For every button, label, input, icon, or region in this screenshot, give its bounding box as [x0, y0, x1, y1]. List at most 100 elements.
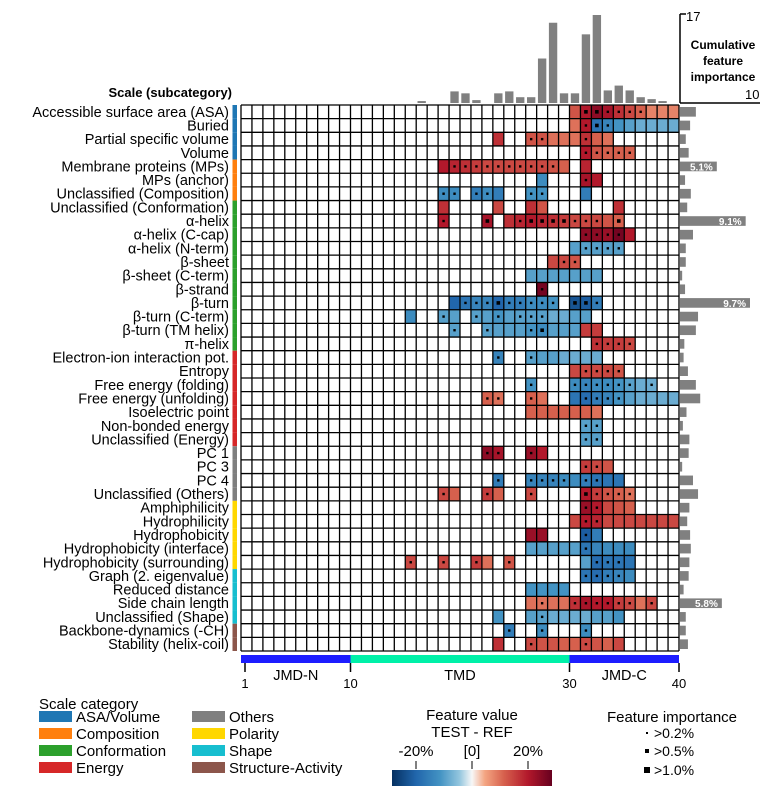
cell-r31-p37-6 [635, 514, 647, 529]
importance-marker-r17-p28-6 [540, 328, 544, 333]
importance-marker-r28-p24-0 [497, 479, 500, 482]
cumulative-bar-p21 [461, 93, 470, 103]
scale-label-4: Volume [181, 146, 229, 162]
importance-marker-r2-p32-1 [584, 124, 588, 127]
cell-r3-p34-8 [602, 132, 614, 146]
cell-r33-p27-0 [525, 541, 537, 556]
importance-marker-r34-p16-0 [409, 561, 412, 564]
importance-bar-12 [680, 257, 686, 267]
segment-label-3: JMD-C [602, 668, 647, 684]
importance-marker-r3-p27-1 [529, 137, 533, 141]
importance-marker-r1-p32-10 [584, 110, 588, 114]
importance-marker-r7-p28-6 [540, 192, 544, 195]
cumulative-ymin-label: 10 [745, 87, 759, 102]
importance-marker-r18-p35-2 [617, 342, 620, 346]
importance-bar-37 [680, 598, 722, 609]
importance-marker-r16-p24-5 [497, 315, 500, 318]
cell-r3-p24-0 [492, 132, 504, 146]
category-swatch-4 [39, 762, 72, 773]
colorbar-gradient [392, 770, 552, 786]
importance-marker-r29-p34-7 [606, 492, 610, 496]
category-swatch-2 [39, 728, 72, 739]
importance-marker-r22-p34-7 [606, 397, 610, 400]
scale-label-36: Reduced distance [113, 583, 229, 599]
cell-r2-p37-6 [635, 118, 647, 133]
importance-marker-r22-p33-6 [595, 397, 599, 400]
colorbar-title: Feature value [426, 707, 518, 724]
importance-legend-label-small: >0.2% [654, 725, 694, 741]
importance-marker-r29-p27-4 [529, 492, 533, 496]
importance-bar-14 [680, 284, 686, 295]
scale-label-37: Side chain length [118, 596, 229, 612]
category-strip-38 [232, 610, 237, 624]
importance-marker-r16-p19-1 [442, 315, 445, 318]
cell-r3-p31-5 [569, 132, 581, 146]
cell-r37-p30-3 [558, 596, 570, 611]
importance-marker-r29-p23-2 [486, 492, 489, 496]
cell-r40-p33-7 [591, 637, 603, 651]
importance-value-9: 9.1% [719, 217, 742, 228]
cell-r13-p29-2 [547, 268, 559, 283]
importance-bar-11 [680, 243, 686, 254]
importance-marker-r15-p24-4 [496, 301, 501, 305]
importance-bar-9 [680, 216, 746, 226]
scale-label-23: Isoelectric point [128, 405, 229, 421]
cell-r28-p35-9 [613, 473, 625, 488]
category-strip-8 [232, 200, 237, 215]
cell-r9-p25-2 [503, 214, 515, 228]
importance-bar-10 [680, 229, 693, 240]
importance-marker-r28-p30-4 [562, 479, 566, 482]
cell-r23-p31-4 [569, 405, 581, 419]
segment-label-2: TMD [444, 668, 475, 684]
importance-bar-32 [680, 530, 691, 540]
importance-marker-r21-p38-8 [650, 383, 653, 387]
cell-r10-p36-4 [624, 227, 636, 242]
cell-r16-p29-10 [547, 309, 559, 324]
cell-r38-p30-4 [558, 610, 570, 624]
importance-marker-r15-p22-2 [475, 301, 478, 305]
importance-marker-r17-p20-0 [453, 329, 456, 332]
scale-label-27: PC 3 [197, 460, 229, 476]
importance-marker-r15-p23-3 [486, 301, 489, 305]
cumulative-bar-p32 [581, 34, 591, 103]
importance-bar-6 [680, 175, 686, 185]
cell-r17-p25-3 [503, 323, 515, 338]
colorbar-tick-zero: [0] [464, 743, 481, 760]
scale-labels: Accessible surface area (ASA)BuriedParti… [32, 105, 237, 653]
cell-r31-p38-7 [646, 514, 658, 529]
cell-r13-p30-3 [558, 268, 570, 283]
cumulative-bar-p24 [494, 93, 503, 103]
importance-marker-r15-p27-7 [529, 301, 533, 305]
importance-bar-1 [680, 107, 696, 117]
scale-label-10: α-helix (C-cap) [134, 228, 229, 244]
importance-marker-r22-p27-2 [529, 397, 533, 400]
importance-marker-r16-p28-9 [540, 315, 544, 318]
importance-marker-r37-p36-9 [628, 602, 631, 605]
category-strip-28 [232, 473, 237, 488]
importance-marker-r9-p30-7 [562, 219, 566, 223]
x-tick-label-2: 10 [343, 676, 357, 691]
importance-bar-24 [680, 420, 683, 431]
colorbar-tick-high: 20% [513, 743, 543, 760]
importance-marker-r35-p34-2 [606, 574, 610, 578]
scale-label-6: MPs (anchor) [142, 173, 229, 189]
cell-r1-p38-7 [646, 105, 658, 119]
importance-marker-r4-p33-1 [595, 151, 599, 154]
category-strip-19 [232, 350, 237, 365]
importance-marker-r4-p34-2 [606, 151, 610, 154]
importance-marker-r29-p36-9 [628, 492, 631, 496]
importance-bar-27 [680, 461, 683, 472]
scale-label-14: β-strand [176, 282, 229, 298]
importance-marker-r9-p27-4 [529, 219, 533, 223]
cell-r33-p29-2 [547, 541, 559, 556]
category-strip-13 [232, 268, 237, 283]
importance-marker-r34-p34-7 [606, 561, 610, 564]
importance-marker-r2-p34-3 [606, 124, 610, 127]
cell-r6-p33-2 [591, 173, 603, 187]
cell-r33-p28-1 [536, 541, 548, 556]
importance-marker-r21-p32-2 [584, 383, 588, 387]
importance-marker-r15-p21-1 [464, 301, 467, 305]
cell-r17-p30-8 [558, 323, 570, 338]
scale-label-33: Hydrophobicity (interface) [64, 542, 229, 558]
importance-legend-title: Feature importance [607, 709, 737, 726]
